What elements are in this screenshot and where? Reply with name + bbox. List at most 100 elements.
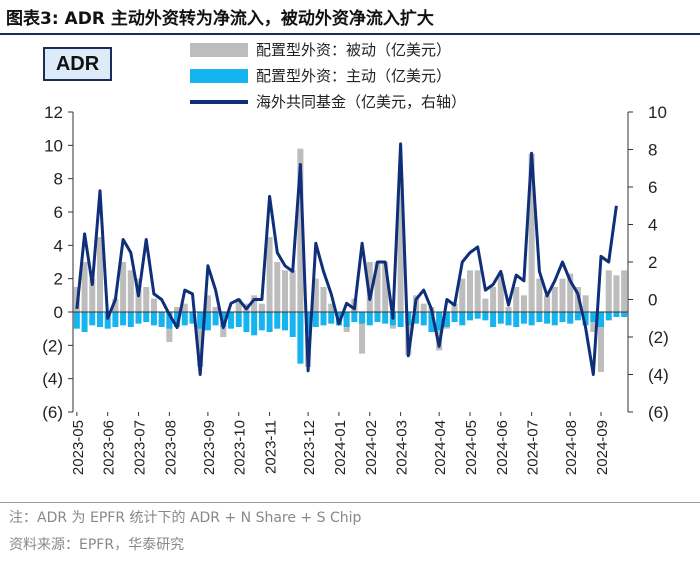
left-axis-tick-label: 10	[44, 136, 63, 155]
bar-active	[474, 312, 481, 319]
right-axis-tick-label: (4)	[648, 366, 669, 385]
x-axis-tick-label: 2023-09	[201, 420, 218, 475]
bar-active	[551, 312, 558, 326]
bar-active	[135, 312, 142, 324]
bar-passive	[112, 298, 119, 312]
right-axis-tick-label: (2)	[648, 328, 669, 347]
x-axis-tick-label: 2024-02	[363, 420, 380, 475]
x-axis-tick-label: 2023-05	[70, 420, 87, 475]
bar-active	[428, 312, 435, 332]
bar-passive	[120, 262, 127, 312]
line-fund	[75, 142, 618, 376]
bar-active	[266, 312, 273, 332]
bar-active	[613, 312, 620, 317]
footnote: 注：ADR 为 EPFR 统计下的 ADR + N Share + S Chip	[9, 510, 362, 526]
left-axis-tick-label: 8	[54, 170, 63, 189]
legend-item-fund: 海外共同基金（亿美元，右轴）	[0, 91, 700, 113]
bar-active	[143, 312, 150, 322]
bar-passive	[397, 178, 404, 312]
bar-passive	[204, 295, 211, 312]
left-axis-tick-label: (6)	[42, 403, 63, 422]
bar-active	[490, 312, 497, 327]
legend-label-passive: 配置型外资：被动（亿美元）	[256, 41, 452, 59]
bar-active	[482, 312, 489, 321]
left-axis-tick-label: (4)	[42, 370, 63, 389]
bar-passive	[320, 287, 327, 312]
x-axis-tick-label: 2024-07	[525, 420, 542, 475]
bar-active	[73, 312, 80, 329]
x-axis-tick-label: 2023-06	[101, 420, 118, 475]
chart-canvas: 12 10 8 6 4 2 0 (2) (4) (6) 10 8 6 4 2 0 (2) (4) (6) 2023-0…	[42, 103, 669, 475]
x-axis-tick-label: 2023-10	[232, 420, 249, 475]
bar-active	[320, 312, 327, 326]
bar-active	[251, 312, 258, 336]
bar-active	[397, 312, 404, 327]
bar-active	[351, 312, 358, 322]
right-axis-tick-label: 10	[648, 103, 667, 122]
bar-active	[228, 312, 235, 329]
source-note: 资料来源：EPFR，华泰研究	[9, 537, 185, 553]
bar-active	[150, 312, 157, 326]
bar-active	[305, 312, 312, 334]
bar-active	[382, 312, 389, 324]
bar-active	[189, 312, 196, 324]
bar-passive	[281, 270, 288, 312]
bar-passive	[328, 303, 335, 312]
bar-passive	[582, 295, 589, 312]
bar-active	[497, 312, 504, 324]
bar-active	[366, 312, 373, 326]
title-divider	[0, 33, 700, 35]
bar-active	[574, 312, 581, 321]
legend-swatch-passive	[190, 43, 248, 57]
bar-active	[104, 312, 111, 329]
right-axis-tick-label: 4	[648, 216, 657, 235]
bar-passive	[497, 273, 504, 312]
bar-active	[297, 312, 304, 364]
bar-active	[559, 312, 566, 322]
bar-passive	[312, 278, 319, 312]
bar-passive	[143, 287, 150, 312]
left-axis-tick-label: 6	[54, 203, 63, 222]
bar-passive	[181, 303, 188, 312]
bar-active	[81, 312, 88, 332]
bar-passive	[297, 148, 304, 312]
bar-passive	[551, 287, 558, 312]
bar-active	[621, 312, 628, 317]
right-axis-tick-label: 6	[648, 178, 657, 197]
bar-active	[459, 312, 466, 326]
bar-active	[343, 312, 350, 327]
bar-passive	[212, 307, 219, 312]
bar-active	[544, 312, 551, 324]
bar-passive	[258, 303, 265, 312]
bar-passive	[459, 278, 466, 312]
bar-passive	[251, 295, 258, 312]
bar-passive	[197, 312, 204, 367]
left-axis-tick-label: 0	[54, 303, 63, 322]
bar-active	[590, 312, 597, 322]
adr-badge: ADR	[43, 47, 112, 81]
bar-active	[289, 312, 296, 337]
bar-active	[567, 312, 574, 324]
legend-label-active: 配置型外资：主动（亿美元）	[256, 67, 452, 85]
bar-passive	[621, 270, 628, 312]
bar-active	[598, 312, 605, 327]
bar-active	[513, 312, 520, 327]
bar-active	[328, 312, 335, 324]
bar-active	[197, 312, 204, 329]
bar-passive	[274, 262, 281, 312]
bar-active	[536, 312, 543, 322]
bar-passive	[374, 262, 381, 312]
x-axis-tick-label: 2024-01	[332, 420, 349, 475]
bar-active	[158, 312, 165, 327]
bar-active	[204, 312, 211, 331]
bar-active	[374, 312, 381, 322]
footer-divider	[0, 502, 700, 503]
x-axis-tick-label: 2024-08	[563, 420, 580, 475]
right-axis-tick-label: (6)	[648, 403, 669, 422]
left-axis-tick-label: 12	[44, 103, 63, 122]
bar-passive	[520, 295, 527, 312]
bar-passive	[528, 153, 535, 312]
bar-active	[605, 312, 612, 321]
bar-passive	[289, 270, 296, 312]
bar-active	[181, 312, 188, 326]
